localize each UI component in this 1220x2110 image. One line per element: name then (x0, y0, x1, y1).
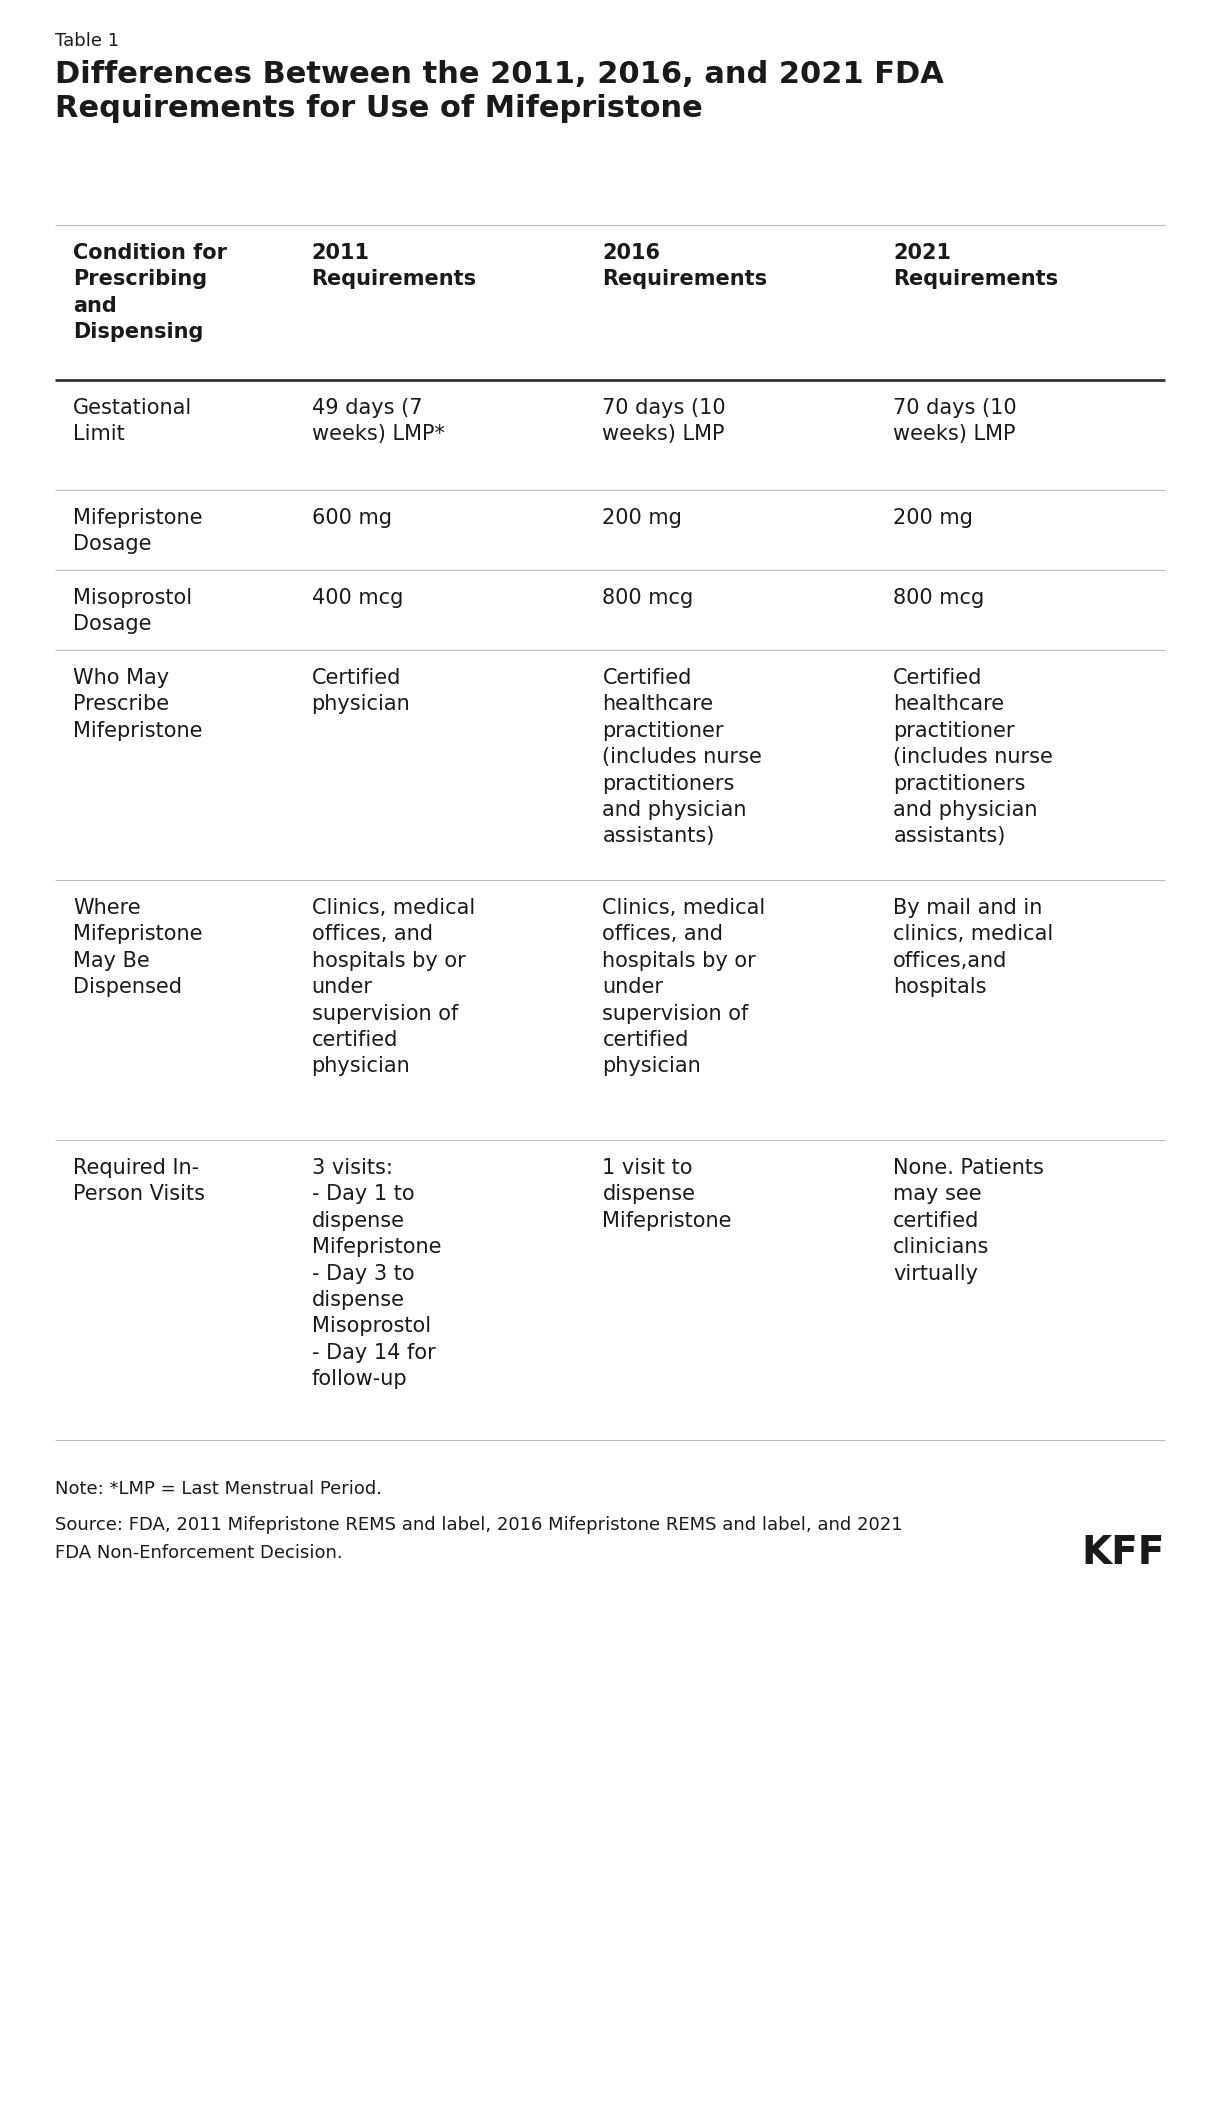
Text: Clinics, medical
offices, and
hospitals by or
under
supervision of
certified
phy: Clinics, medical offices, and hospitals … (311, 899, 475, 1076)
Text: Who May
Prescribe
Mifepristone: Who May Prescribe Mifepristone (73, 669, 203, 741)
Text: 2011
Requirements: 2011 Requirements (311, 243, 477, 289)
Text: KFF: KFF (1082, 1534, 1165, 1572)
Text: 200 mg: 200 mg (603, 509, 682, 528)
Text: 200 mg: 200 mg (893, 509, 974, 528)
Text: Where
Mifepristone
May Be
Dispensed: Where Mifepristone May Be Dispensed (73, 899, 203, 998)
Text: 3 visits:
- Day 1 to
dispense
Mifepristone
- Day 3 to
dispense
Misoprostol
- Day: 3 visits: - Day 1 to dispense Mifepristo… (311, 1158, 442, 1388)
Text: Certified
healthcare
practitioner
(includes nurse
practitioners
and physician
as: Certified healthcare practitioner (inclu… (893, 669, 1053, 846)
Text: Misoprostol
Dosage: Misoprostol Dosage (73, 589, 192, 635)
Text: None. Patients
may see
certified
clinicians
virtually: None. Patients may see certified clinici… (893, 1158, 1044, 1283)
Text: 600 mg: 600 mg (311, 509, 392, 528)
Text: Clinics, medical
offices, and
hospitals by or
under
supervision of
certified
phy: Clinics, medical offices, and hospitals … (603, 899, 766, 1076)
Text: Condition for
Prescribing
and
Dispensing: Condition for Prescribing and Dispensing (73, 243, 227, 342)
Text: Differences Between the 2011, 2016, and 2021 FDA: Differences Between the 2011, 2016, and … (55, 59, 944, 89)
Text: 800 mcg: 800 mcg (893, 589, 985, 608)
Text: 2016
Requirements: 2016 Requirements (603, 243, 767, 289)
Text: Required In-
Person Visits: Required In- Person Visits (73, 1158, 205, 1205)
Text: Note: *LMP = Last Menstrual Period.: Note: *LMP = Last Menstrual Period. (55, 1479, 382, 1498)
Text: Requirements for Use of Mifepristone: Requirements for Use of Mifepristone (55, 95, 703, 122)
Text: 1 visit to
dispense
Mifepristone: 1 visit to dispense Mifepristone (603, 1158, 732, 1230)
Text: Table 1: Table 1 (55, 32, 120, 51)
Text: Mifepristone
Dosage: Mifepristone Dosage (73, 509, 203, 555)
Text: By mail and in
clinics, medical
offices,and
hospitals: By mail and in clinics, medical offices,… (893, 899, 1054, 998)
Text: FDA Non-Enforcement Decision.: FDA Non-Enforcement Decision. (55, 1545, 343, 1561)
Text: 70 days (10
weeks) LMP: 70 days (10 weeks) LMP (893, 399, 1017, 445)
Text: Certified
healthcare
practitioner
(includes nurse
practitioners
and physician
as: Certified healthcare practitioner (inclu… (603, 669, 762, 846)
Text: 70 days (10
weeks) LMP: 70 days (10 weeks) LMP (603, 399, 726, 445)
Text: 2021
Requirements: 2021 Requirements (893, 243, 1059, 289)
Text: Source: FDA, 2011 Mifepristone REMS and label, 2016 Mifepristone REMS and label,: Source: FDA, 2011 Mifepristone REMS and … (55, 1515, 903, 1534)
Text: Certified
physician: Certified physician (311, 669, 410, 715)
Text: Gestational
Limit: Gestational Limit (73, 399, 193, 445)
Text: 400 mcg: 400 mcg (311, 589, 403, 608)
Text: 49 days (7
weeks) LMP*: 49 days (7 weeks) LMP* (311, 399, 444, 445)
Text: 800 mcg: 800 mcg (603, 589, 694, 608)
